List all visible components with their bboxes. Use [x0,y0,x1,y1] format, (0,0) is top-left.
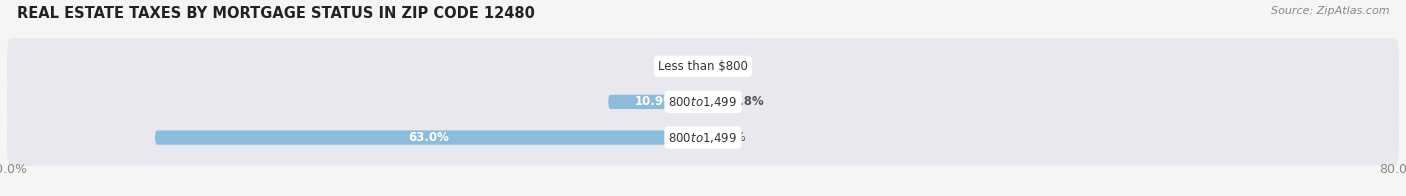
FancyBboxPatch shape [7,74,1399,130]
FancyBboxPatch shape [703,95,718,109]
FancyBboxPatch shape [155,130,703,145]
Text: Source: ZipAtlas.com: Source: ZipAtlas.com [1271,6,1389,16]
Text: 0.0%: 0.0% [661,60,690,73]
FancyBboxPatch shape [7,38,1399,94]
FancyBboxPatch shape [609,95,703,109]
Text: 10.9%: 10.9% [636,95,676,108]
Legend: Without Mortgage, With Mortgage: Without Mortgage, With Mortgage [572,193,834,196]
Text: REAL ESTATE TAXES BY MORTGAGE STATUS IN ZIP CODE 12480: REAL ESTATE TAXES BY MORTGAGE STATUS IN … [17,6,534,21]
Text: 0.0%: 0.0% [716,131,745,144]
Text: Less than $800: Less than $800 [658,60,748,73]
Text: 63.0%: 63.0% [409,131,450,144]
Text: $800 to $1,499: $800 to $1,499 [668,95,738,109]
Text: 0.0%: 0.0% [716,60,745,73]
FancyBboxPatch shape [7,109,1399,166]
Text: 1.8%: 1.8% [731,95,765,108]
Text: $800 to $1,499: $800 to $1,499 [668,131,738,145]
